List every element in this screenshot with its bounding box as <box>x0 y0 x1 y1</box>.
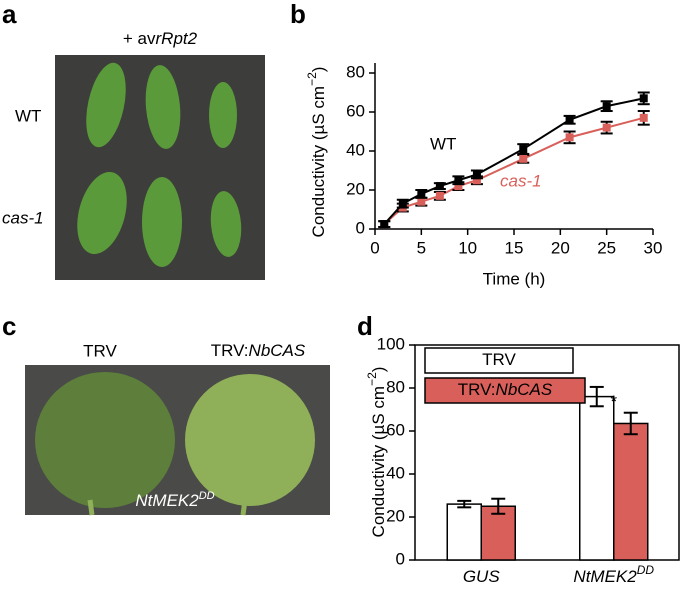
series-label: WT <box>430 134 456 153</box>
marker <box>565 115 574 124</box>
x-tick-label: GUS <box>463 567 501 586</box>
x-tick-label: 15 <box>505 238 524 257</box>
label-part: Conductivity (µS cm <box>309 86 328 238</box>
y-tick-label: 20 <box>386 506 405 525</box>
marker <box>435 191 444 200</box>
error-bar <box>623 411 638 436</box>
series-label: cas-1 <box>500 171 542 190</box>
marker <box>565 133 574 142</box>
x-axis-label: Time (h) <box>483 269 546 288</box>
panel-letter: d <box>357 311 373 341</box>
x-tick-label: 10 <box>458 238 477 257</box>
marker <box>519 145 528 154</box>
label-part: NtMEK2 <box>573 567 637 586</box>
photo-label: TRV:NbCAS <box>211 341 306 360</box>
leaves <box>77 62 242 267</box>
marker <box>602 123 611 132</box>
y-tick-label: 80 <box>386 377 405 396</box>
label-part: ) <box>369 367 388 373</box>
legend-label: TRV:NbCAS <box>458 380 553 399</box>
x-tick-label: 25 <box>597 238 616 257</box>
x-tick-label: NtMEK2DD <box>573 563 654 586</box>
bar <box>579 395 615 561</box>
panel-letter: b <box>290 0 306 29</box>
label-part: −2 <box>365 372 379 386</box>
y-tick-label: 20 <box>346 179 365 198</box>
label-part: ) <box>309 67 328 73</box>
y-tick-label: 60 <box>386 420 405 439</box>
panel-title: + avrRpt2 <box>123 29 198 48</box>
x-tick-label: 30 <box>644 238 663 257</box>
y-tick-label: 80 <box>346 62 365 81</box>
legend-swatch <box>424 347 574 374</box>
label-part: −2 <box>305 72 319 86</box>
plot-frame <box>414 344 680 561</box>
label-part: NtMEK2 <box>135 491 199 510</box>
error-bar <box>589 385 604 408</box>
photo-label: TRV <box>83 341 117 360</box>
y-tick-label: 40 <box>346 140 365 159</box>
y-tick-label: 40 <box>386 463 405 482</box>
y-tick-label: 0 <box>356 218 365 237</box>
marker <box>519 154 528 163</box>
bar <box>613 422 649 561</box>
y-axis-label: Conductivity (µS cm−2) <box>305 67 328 238</box>
leaves <box>35 372 315 516</box>
row-label: WT <box>15 106 41 125</box>
marker <box>602 102 611 111</box>
marker <box>454 182 463 191</box>
error-bar <box>457 499 472 509</box>
legend-label: TRV <box>482 350 516 369</box>
marker <box>435 182 444 191</box>
marker <box>417 197 426 206</box>
x-tick-label: 0 <box>370 238 379 257</box>
marker <box>398 199 407 208</box>
x-tick-label: 20 <box>551 238 570 257</box>
row-label: cas-1 <box>2 208 44 227</box>
label-part: TRV: <box>458 380 496 399</box>
label-part: TRV <box>482 350 516 369</box>
label-part: GUS <box>463 567 501 586</box>
annotation: * <box>610 392 617 411</box>
label-part: NbCAS <box>249 341 306 360</box>
panel-letter: c <box>2 311 16 341</box>
label-part: NbCAS <box>496 380 553 399</box>
series-line <box>383 97 644 225</box>
title-part: + av <box>123 29 156 48</box>
photo-label: NtMEK2DD <box>135 490 214 511</box>
label-part: DD <box>637 563 655 577</box>
y-tick-label: 60 <box>346 101 365 120</box>
legend-swatch <box>424 377 586 404</box>
title-part: rRpt2 <box>156 29 198 48</box>
marker <box>639 113 648 122</box>
y-axis-label: Conductivity (µS cm−2) <box>365 367 388 538</box>
label-part: Conductivity (µS cm <box>369 386 388 538</box>
y-tick-label: 0 <box>396 549 405 568</box>
label-part: DD <box>199 490 215 502</box>
panel-letter: a <box>2 0 17 29</box>
marker <box>417 189 426 198</box>
error-bar <box>491 497 506 515</box>
label-part: TRV: <box>211 341 249 360</box>
marker <box>380 220 389 229</box>
y-tick-label: 100 <box>377 334 405 353</box>
x-tick-label: 5 <box>417 238 426 257</box>
marker <box>472 176 481 185</box>
marker <box>454 176 463 185</box>
series-line <box>383 116 644 225</box>
marker <box>472 170 481 179</box>
bar <box>446 503 482 561</box>
bar <box>480 505 516 561</box>
marker <box>639 94 648 103</box>
